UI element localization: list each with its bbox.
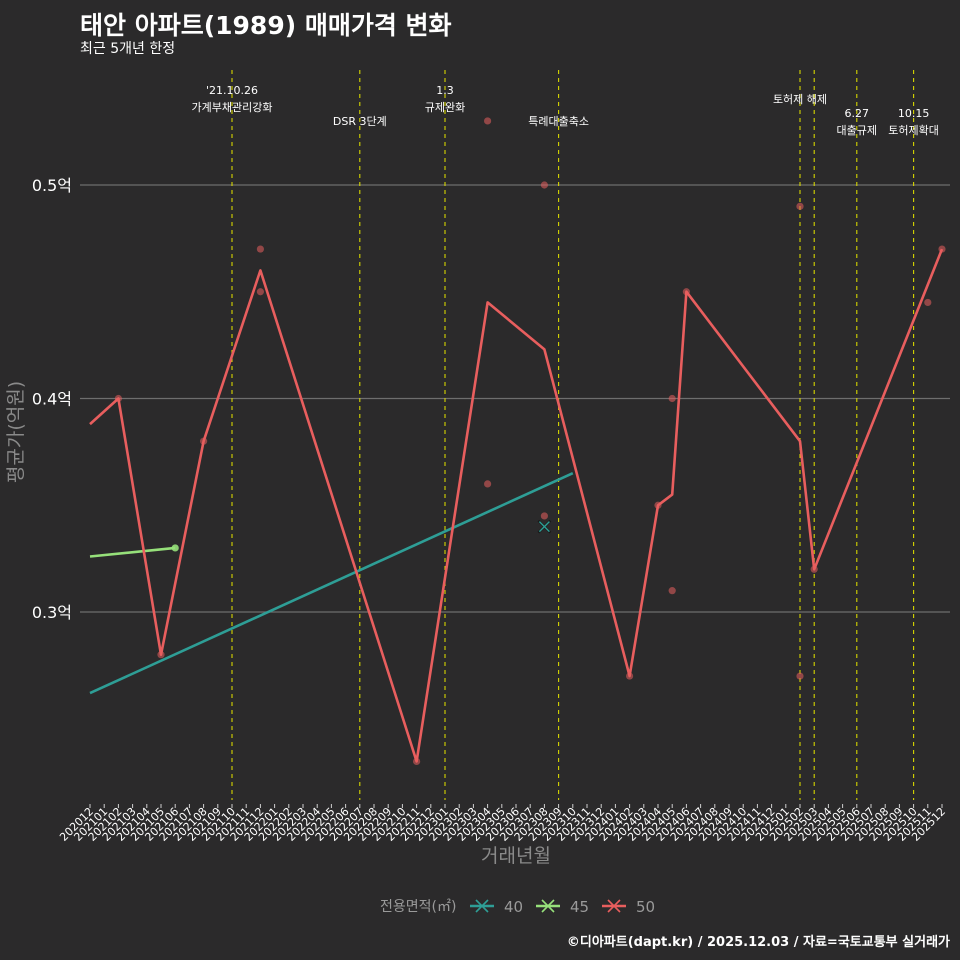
event-annotation: 규제완화 bbox=[425, 101, 465, 114]
data-point-50 bbox=[114, 394, 122, 403]
data-point-50 bbox=[413, 757, 421, 766]
data-point-50 bbox=[810, 565, 818, 573]
series-line-45 bbox=[89, 546, 176, 558]
legend-swatch-50 bbox=[607, 899, 621, 913]
source-footer: ©디아파트(dapt.kr) / 2025.12.03 / 자료=국토교통부 실… bbox=[566, 935, 950, 950]
data-point-50 bbox=[668, 394, 676, 403]
series-line-50 bbox=[89, 248, 944, 763]
event-annotation: 토허제확대 bbox=[888, 124, 939, 137]
data-point-50 bbox=[796, 202, 804, 210]
event-annotation: 특례대출축소 bbox=[528, 115, 589, 128]
event-annotation: DSR 3단계 bbox=[333, 115, 387, 128]
data-point-50 bbox=[924, 298, 932, 307]
event-annotation: 10.15 bbox=[898, 107, 930, 120]
data-point-40 bbox=[538, 521, 550, 533]
data-point-50 bbox=[682, 288, 691, 296]
data-point-50 bbox=[256, 245, 264, 253]
y-tick-label: 0.3억 bbox=[32, 603, 72, 622]
legend-label-45: 45 bbox=[570, 898, 589, 916]
data-point-50 bbox=[796, 672, 804, 680]
event-annotation: 1.3 bbox=[436, 84, 454, 97]
x-axis-title: 거래년월 bbox=[481, 845, 551, 867]
data-point-50 bbox=[200, 437, 208, 445]
data-point-50 bbox=[626, 672, 634, 680]
legend-swatch-40 bbox=[475, 899, 489, 913]
data-point-50 bbox=[484, 117, 492, 125]
data-point-50 bbox=[256, 288, 264, 296]
y-tick-label: 0.5억 bbox=[32, 176, 72, 195]
chart-subtitle: 최근 5개년 한정 bbox=[80, 41, 176, 57]
data-point-50 bbox=[654, 501, 662, 509]
data-point-50 bbox=[157, 651, 165, 659]
data-point-50 bbox=[938, 245, 946, 253]
event-annotation: '21.10.26 bbox=[206, 84, 258, 97]
series-line-40 bbox=[89, 472, 574, 695]
data-point-50 bbox=[668, 587, 676, 595]
legend-title: 전용면적(㎡) bbox=[380, 899, 456, 915]
event-annotation: 가계부채관리강화 bbox=[192, 101, 273, 114]
y-axis-title: 평균가(억원) bbox=[5, 381, 27, 483]
y-tick-label: 0.4억 bbox=[32, 390, 72, 409]
legend-label-50: 50 bbox=[636, 898, 655, 916]
legend-swatch-45 bbox=[541, 899, 555, 913]
event-annotation: 토허제 해제 bbox=[773, 92, 827, 106]
data-point-50 bbox=[540, 512, 549, 520]
event-annotation: 대출규제 bbox=[837, 124, 877, 137]
event-annotation: 6.27 bbox=[845, 107, 870, 120]
data-point-50 bbox=[540, 181, 549, 189]
data-point-45 bbox=[171, 544, 179, 552]
legend-label-40: 40 bbox=[504, 898, 523, 916]
chart-title: 태안 아파트(1989) 매매가격 변화 bbox=[80, 11, 452, 40]
data-point-50 bbox=[484, 480, 492, 488]
